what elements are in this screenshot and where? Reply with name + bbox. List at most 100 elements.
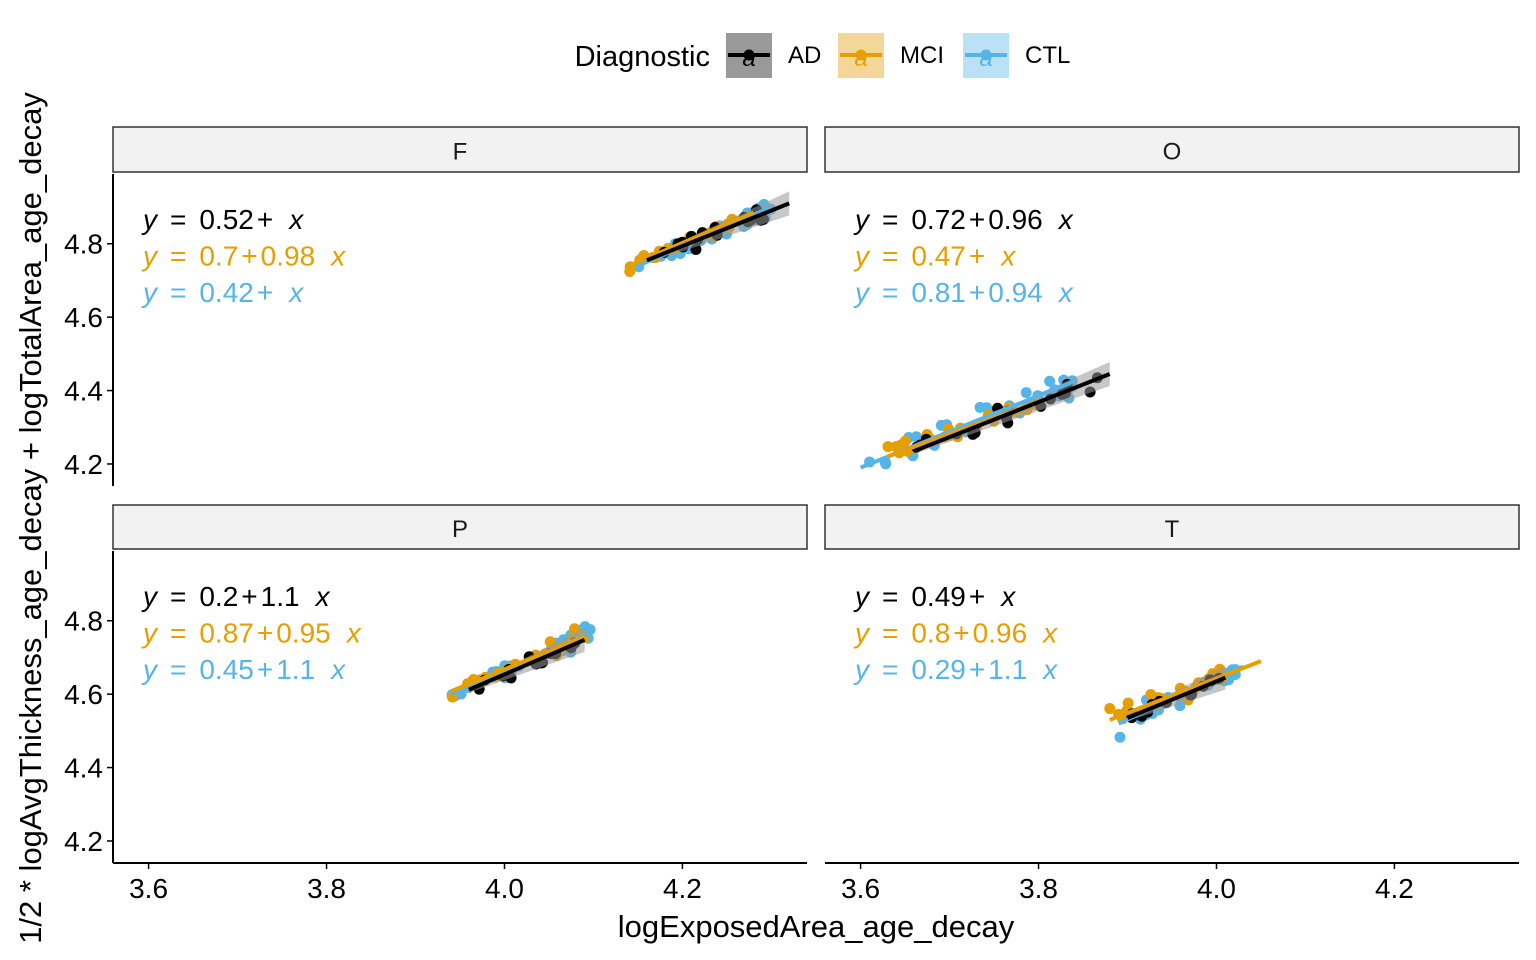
x-tick-label-t: 3.6 (841, 873, 880, 904)
panel-p: P4.24.44.64.83.6 3.8 4.0 4.2y = 0.2 +1.1 xy = 0.8… (64, 504, 808, 904)
equation-part: 0.96 (973, 618, 1028, 649)
equation-part: y (853, 241, 871, 272)
x-tick-label-p: 3.6 (129, 873, 168, 904)
equation-part: + (257, 654, 273, 685)
equation-part: + (953, 618, 969, 649)
regression-line-mci-f (628, 210, 755, 268)
legend-key-mci: aMCI (838, 33, 944, 78)
y-tick-label-p: 4.4 (64, 753, 103, 784)
equation-part: = (882, 618, 898, 649)
y-tick-label-f: 4.6 (64, 302, 103, 333)
equation-part: x (1041, 618, 1058, 649)
equation-ad-o: y = 0.72 +0.96 x (853, 204, 1074, 235)
equation-mci-t: y = 0.8 +0.96 x (853, 618, 1058, 649)
point-ctl-o (880, 458, 892, 470)
regression-line-ad-t (1126, 675, 1227, 720)
equation-part: = (170, 204, 186, 235)
equation-part: x (314, 581, 331, 612)
equation-part: + (241, 241, 257, 272)
x-tick-label-t: 4.0 (1197, 873, 1236, 904)
legend-point-mci (855, 49, 867, 61)
equation-ctl-t: y = 0.29 +1.1 x (853, 654, 1058, 685)
equation-part: 0.94 (988, 277, 1043, 308)
equation-part: x (329, 654, 346, 685)
equation-part: y (141, 654, 159, 685)
strip-label-p: P (452, 516, 468, 543)
equation-part: = (882, 277, 898, 308)
equation-part: 0.2 (199, 581, 238, 612)
equation-part: x (999, 581, 1016, 612)
point-mci-o (895, 439, 907, 451)
strip-t (824, 504, 1520, 550)
equation-part: y (141, 241, 159, 272)
equation-part: 0.87 (199, 618, 254, 649)
y-tick-label-f: 4.2 (64, 449, 103, 480)
equation-part: + (969, 204, 985, 235)
strip-label-t: T (1165, 516, 1180, 543)
equation-part: 0.8 (911, 618, 950, 649)
x-tick-label-t: 3.8 (1019, 873, 1058, 904)
equation-part: + (257, 618, 273, 649)
equation-part: 0.45 (199, 654, 254, 685)
legend-label-mci: MCI (900, 42, 944, 69)
equation-part: = (882, 241, 898, 272)
equation-part: y (853, 654, 871, 685)
equation-part: y (141, 618, 159, 649)
legend-label-ad: AD (788, 42, 821, 69)
equation-part: = (882, 654, 898, 685)
y-tick-label-f: 4.8 (64, 229, 103, 260)
equation-part: 1.1 (276, 654, 315, 685)
equation-part: + (257, 277, 273, 308)
equation-part: 0.96 (988, 204, 1043, 235)
regression-line-ad-p (468, 637, 586, 692)
y-tick-label-p: 4.8 (64, 606, 103, 637)
equation-part: x (329, 241, 346, 272)
equation-part: = (170, 277, 186, 308)
equation-part: x (1041, 654, 1058, 685)
panel-f: F4.24.44.64.8y = 0.52 + xy = 0.7 +0.98 xy = 0.42 + x (64, 126, 808, 486)
equation-part: 0.72 (911, 204, 966, 235)
equation-part: + (969, 581, 985, 612)
equation-part: = (170, 241, 186, 272)
equation-part: y (853, 618, 871, 649)
equation-part: x (1057, 204, 1074, 235)
legend-label-ctl: CTL (1025, 42, 1070, 69)
legend-point-ctl (980, 49, 992, 61)
equation-part: y (853, 204, 871, 235)
point-mci-t (1104, 703, 1116, 715)
y-tick-label-p: 4.6 (64, 679, 103, 710)
point-mci-p (569, 623, 581, 635)
equation-part: + (969, 241, 985, 272)
equation-ctl-o: y = 0.81 +0.94 x (853, 277, 1074, 308)
x-tick-label-p: 3.8 (307, 873, 346, 904)
x-axis-title: logExposedArea_age_decay (618, 909, 1015, 944)
equation-ad-p: y = 0.2 +1.1 x (141, 581, 331, 612)
equation-mci-p: y = 0.87 +0.95 x (141, 618, 362, 649)
equation-part: 0.52 (199, 204, 254, 235)
x-tick-label-t: 4.2 (1375, 873, 1414, 904)
equation-part: = (882, 204, 898, 235)
equation-part: + (969, 654, 985, 685)
equation-part: 0.49 (911, 581, 966, 612)
equation-ctl-f: y = 0.42 + x (141, 277, 304, 308)
legend-point-ad (743, 49, 755, 61)
equation-part: 0.7 (199, 241, 238, 272)
equation-part: 1.1 (261, 581, 300, 612)
equation-mci-f: y = 0.7 +0.98 x (141, 241, 346, 272)
regression-line-ad-f (646, 201, 790, 263)
strip-p (112, 504, 808, 550)
regression-line-mci-t (1108, 659, 1262, 722)
panel-o: Oy = 0.72 +0.96 xy = 0.47 + xy = 0.81 +0.94 x (824, 126, 1520, 470)
equation-ad-t: y = 0.49 + x (853, 581, 1016, 612)
strip-o (824, 126, 1520, 173)
equation-part: y (853, 277, 871, 308)
legend-title: Diagnostic (575, 41, 710, 73)
equation-part: y (141, 204, 159, 235)
equation-part: 0.29 (911, 654, 966, 685)
equation-part: + (969, 277, 985, 308)
equation-ctl-p: y = 0.45 +1.1 x (141, 654, 346, 685)
equation-part: + (241, 581, 257, 612)
equation-part: x (287, 277, 304, 308)
x-tick-label-p: 4.0 (485, 873, 524, 904)
point-ctl-o (1020, 387, 1032, 399)
